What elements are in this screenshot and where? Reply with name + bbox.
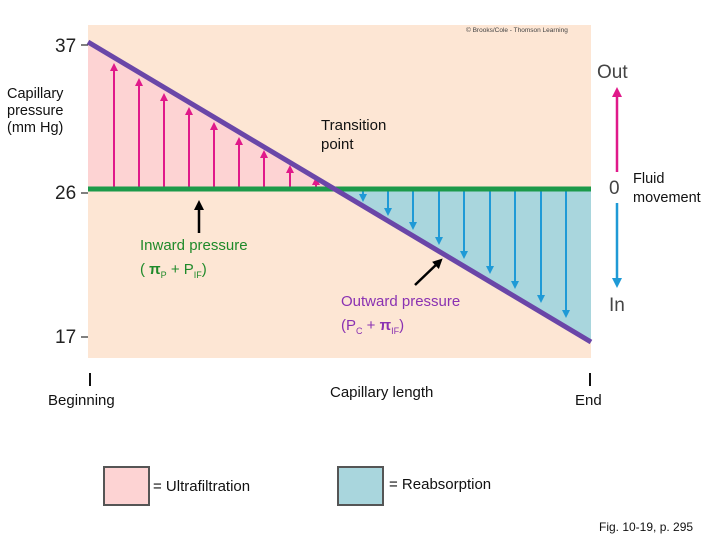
inward-pressure-title: Inward pressure bbox=[140, 237, 248, 254]
fluid-movement-title: Fluid movement bbox=[633, 171, 701, 206]
fluid-in-label: In bbox=[609, 295, 625, 316]
outward-pressure-formula: (PC + πIF) bbox=[341, 317, 405, 336]
reabsorption-arrows bbox=[359, 191, 570, 318]
y-axis-title: Capillary pressure (mm Hg) bbox=[7, 86, 64, 136]
fluid-out-label: Out bbox=[597, 62, 628, 83]
inward-pressure-formula: ( πP + PIF) bbox=[140, 261, 207, 280]
y-axis-ticks bbox=[81, 44, 88, 338]
outward-pressure-pointer bbox=[414, 258, 443, 286]
legend-reabsorption-swatch bbox=[337, 466, 384, 506]
y-tick-label-17: 17 bbox=[55, 327, 77, 348]
fluid-zero-label: 0 bbox=[609, 178, 620, 199]
y-tick-label-37: 37 bbox=[55, 36, 77, 57]
figure-reference: Fig. 10-19, p. 295 bbox=[599, 520, 694, 534]
y-tick-label-26: 26 bbox=[55, 183, 77, 204]
x-axis-title: Capillary length bbox=[330, 384, 434, 401]
x-axis-end-label: End bbox=[575, 392, 602, 409]
capillary-pressure-line bbox=[86, 39, 593, 345]
x-axis-beginning-label: Beginning bbox=[48, 392, 115, 409]
inward-pressure-label: Inward pressure ( πP + PIF) bbox=[140, 234, 248, 287]
legend-ultrafiltration-swatch bbox=[103, 466, 150, 506]
outward-pressure-title: Outward pressure bbox=[341, 293, 461, 310]
copyright-notice: © Brooks/Cole - Thomson Learning bbox=[466, 27, 568, 34]
legend-ultrafiltration-label: = Ultrafiltration bbox=[153, 478, 251, 495]
transition-point-label: Transition point bbox=[321, 117, 387, 153]
legend-reabsorption-label: = Reabsorption bbox=[389, 476, 492, 493]
outward-pressure-label: Outward pressure (PC + πIF) bbox=[341, 290, 460, 343]
